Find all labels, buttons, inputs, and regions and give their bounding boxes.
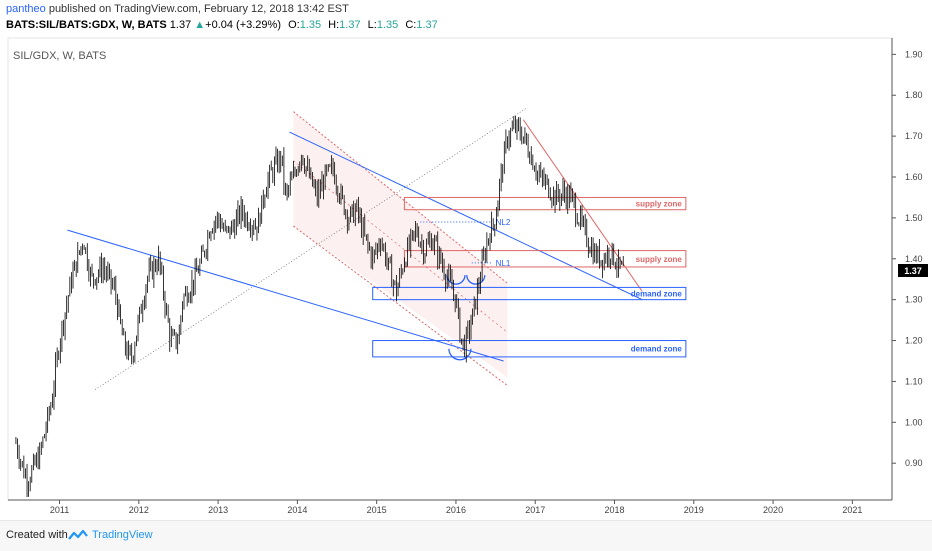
channel-fill	[293, 111, 508, 378]
publish-text: published on TradingView.com, February 1…	[45, 3, 349, 15]
x-tick-label: 2020	[763, 505, 783, 515]
supply-zone-box	[403, 196, 687, 211]
neckline-label-nl2: NL2	[496, 218, 511, 227]
price-chart[interactable]: supply zone supply zone demand zone demand …	[0, 0, 932, 520]
y-tick-label: 0.90	[905, 458, 923, 468]
demand-zone-box	[372, 286, 687, 301]
close-label: C:	[405, 19, 417, 31]
y-tick-label: 1.90	[905, 49, 923, 59]
supply-zone-label: supply zone	[636, 255, 683, 264]
candles-layer	[15, 115, 624, 498]
x-tick-label: 2011	[50, 505, 69, 515]
bottom-arc-marker	[466, 275, 486, 285]
y-axis-ticks: 0.90 1.00 1.10 1.20 1.30 1.40 1.50 1.60 1.70 1.80…	[892, 49, 923, 468]
plot-title: SIL/GDX, W, BATS	[13, 50, 107, 62]
y-tick-label: 1.00	[905, 417, 923, 427]
y-tick-label: 1.40	[905, 254, 923, 264]
channel-mid-line	[293, 160, 508, 333]
last-price-marker: 1.37	[898, 264, 928, 277]
uptrend-dotted-line	[94, 107, 528, 390]
y-tick-label: 1.20	[905, 336, 923, 346]
open-label: O:	[288, 19, 300, 31]
x-tick-label: 2018	[604, 505, 624, 515]
resistance-trendline	[522, 119, 643, 292]
y-tick-label: 1.70	[905, 131, 923, 141]
y-tick-label: 1.30	[905, 295, 923, 305]
low-value: 1.35	[376, 19, 399, 31]
bottom-arc-marker	[448, 348, 472, 361]
symbol-name: BATS:SIL/BATS:GDX, W, BATS	[6, 19, 167, 31]
created-with-text: Created with	[6, 529, 68, 541]
up-arrow-icon: ▲	[194, 19, 206, 31]
last-price-badge	[898, 264, 928, 277]
y-tick-label: 1.50	[905, 213, 923, 223]
x-tick-label: 2017	[525, 505, 545, 515]
demand-zone-label: demand zone	[631, 290, 683, 299]
x-tick-label: 2013	[208, 505, 228, 515]
high-value: 1.37	[339, 19, 361, 31]
downtrend-line	[289, 131, 643, 301]
y-tick-label: 1.60	[905, 172, 923, 182]
close-value: 1.37	[416, 19, 438, 31]
x-tick-label: 2014	[287, 505, 307, 515]
demand-zone-label: demand zone	[631, 345, 683, 354]
x-tick-label: 2012	[129, 505, 149, 515]
author-link[interactable]: pantheo	[6, 3, 46, 15]
high-label: H:	[328, 19, 340, 31]
low-label: L:	[367, 19, 377, 31]
price-change: +0.04 (+3.29%)	[205, 19, 281, 31]
open-value: 1.35	[299, 19, 322, 31]
x-axis-ticks: 2011 2012 2013 2014 2015 2016 2017 2018 2019 2020…	[50, 500, 862, 515]
support-trendline-long	[67, 229, 504, 362]
symbol-bar: BATS:SIL/BATS:GDX, W, BATS 1.37 ▲+0.04 (…	[6, 19, 438, 31]
channel-upper-line	[293, 111, 508, 284]
x-tick-label: 2015	[367, 505, 387, 515]
supply-zone-label: supply zone	[636, 200, 683, 209]
last-price: 1.37	[169, 19, 192, 31]
demand-zone-box	[372, 340, 687, 358]
last-price-axis-label: 1.37	[904, 266, 922, 276]
y-tick-label: 1.10	[905, 376, 923, 386]
y-tick-label: 1.80	[905, 90, 923, 100]
tradingview-logo-icon	[68, 529, 88, 540]
neckline-label-nl1: NL1	[496, 259, 511, 268]
drawings-layer: supply zone supply zone demand zone demand …	[67, 107, 687, 390]
channel-lower-line	[293, 225, 508, 386]
x-tick-label: 2021	[842, 505, 862, 515]
x-tick-label: 2019	[684, 505, 704, 515]
tradingview-brand-link[interactable]: TradingView	[92, 529, 153, 541]
footer: Created with TradingView	[0, 520, 932, 551]
x-tick-label: 2016	[446, 505, 466, 515]
publish-info: pantheo published on TradingView.com, Fe…	[6, 3, 349, 15]
